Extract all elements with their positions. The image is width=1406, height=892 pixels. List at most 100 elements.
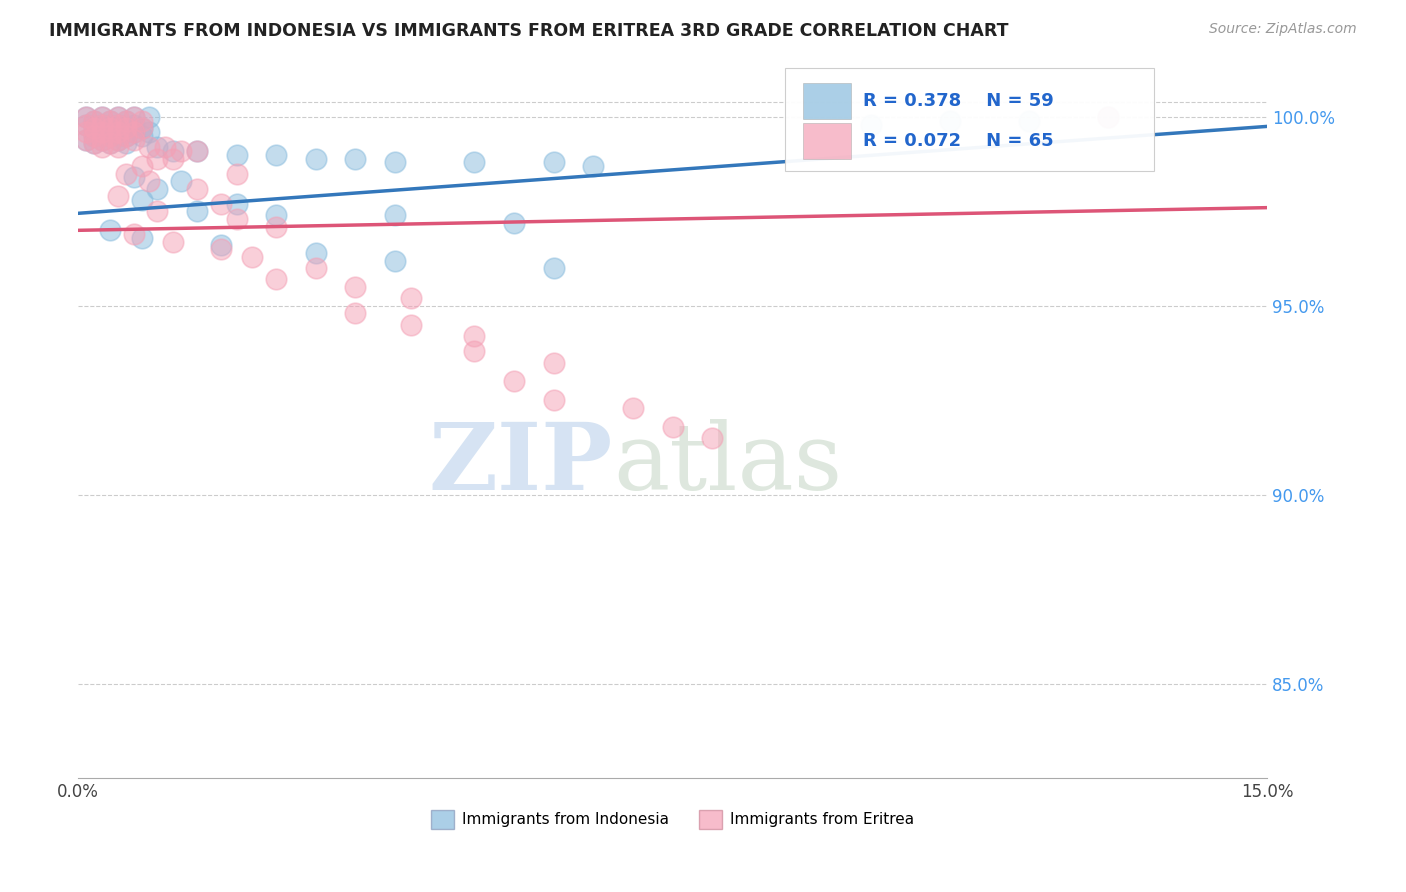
Point — [122, 118, 145, 132]
Point — [138, 125, 160, 139]
Point — [242, 250, 264, 264]
Point — [186, 182, 208, 196]
Point — [90, 125, 112, 139]
Point — [107, 133, 129, 147]
Point — [384, 208, 406, 222]
Point — [225, 211, 247, 226]
Point — [75, 118, 97, 132]
Point — [138, 110, 160, 124]
Point — [107, 110, 129, 124]
Point — [114, 121, 136, 136]
Point — [264, 208, 287, 222]
Point — [170, 144, 193, 158]
Point — [90, 110, 112, 124]
Point — [131, 113, 153, 128]
Point — [83, 136, 105, 151]
Point — [264, 219, 287, 234]
Point — [399, 318, 422, 332]
Point — [98, 121, 121, 136]
Point — [399, 291, 422, 305]
Point — [122, 125, 145, 139]
Text: IMMIGRANTS FROM INDONESIA VS IMMIGRANTS FROM ERITREA 3RD GRADE CORRELATION CHART: IMMIGRANTS FROM INDONESIA VS IMMIGRANTS … — [49, 22, 1008, 40]
Point — [543, 261, 565, 276]
Point — [107, 133, 129, 147]
Point — [621, 401, 644, 415]
Point — [463, 155, 485, 169]
Point — [75, 118, 97, 132]
Point — [114, 121, 136, 136]
Point — [543, 155, 565, 169]
Point — [75, 110, 97, 124]
FancyBboxPatch shape — [803, 83, 851, 119]
Point — [114, 128, 136, 143]
Point — [98, 113, 121, 128]
Point — [1018, 113, 1040, 128]
Point — [114, 167, 136, 181]
Point — [83, 113, 105, 128]
Text: R = 0.072    N = 65: R = 0.072 N = 65 — [863, 132, 1053, 150]
Point — [107, 110, 129, 124]
Point — [131, 159, 153, 173]
Point — [83, 128, 105, 143]
Point — [463, 329, 485, 343]
Point — [75, 125, 97, 139]
Point — [122, 110, 145, 124]
Point — [131, 231, 153, 245]
Point — [98, 121, 121, 136]
Point — [162, 152, 184, 166]
Text: ZIP: ZIP — [429, 419, 613, 509]
Point — [98, 128, 121, 143]
Point — [384, 155, 406, 169]
Point — [107, 189, 129, 203]
Point — [114, 113, 136, 128]
Point — [122, 110, 145, 124]
Point — [90, 125, 112, 139]
Point — [170, 174, 193, 188]
Point — [83, 128, 105, 143]
Point — [90, 118, 112, 132]
Text: Source: ZipAtlas.com: Source: ZipAtlas.com — [1209, 22, 1357, 37]
Point — [138, 140, 160, 154]
Point — [90, 110, 112, 124]
Point — [1097, 110, 1119, 124]
Point — [264, 272, 287, 286]
FancyBboxPatch shape — [803, 123, 851, 159]
Point — [131, 121, 153, 136]
Point — [700, 431, 723, 445]
Point — [114, 136, 136, 151]
Point — [186, 204, 208, 219]
Point — [107, 125, 129, 139]
Point — [90, 118, 112, 132]
Point — [98, 128, 121, 143]
Point — [146, 140, 169, 154]
Point — [503, 375, 526, 389]
Point — [305, 152, 328, 166]
Point — [146, 204, 169, 219]
Point — [98, 136, 121, 151]
Point — [90, 140, 112, 154]
Point — [344, 280, 367, 294]
Text: R = 0.378    N = 59: R = 0.378 N = 59 — [863, 92, 1053, 111]
Point — [146, 152, 169, 166]
Point — [162, 144, 184, 158]
FancyBboxPatch shape — [786, 68, 1154, 171]
Point — [463, 344, 485, 359]
Point — [1097, 110, 1119, 124]
Point — [122, 170, 145, 185]
Point — [344, 152, 367, 166]
Point — [225, 197, 247, 211]
Point — [131, 121, 153, 136]
Point — [107, 125, 129, 139]
Point — [131, 193, 153, 207]
Point — [90, 133, 112, 147]
Point — [122, 125, 145, 139]
Point — [155, 140, 177, 154]
Point — [114, 113, 136, 128]
Point — [543, 393, 565, 408]
Point — [83, 136, 105, 151]
Point — [83, 121, 105, 136]
Point — [209, 197, 232, 211]
Point — [939, 113, 962, 128]
Point — [264, 147, 287, 161]
Point — [146, 182, 169, 196]
